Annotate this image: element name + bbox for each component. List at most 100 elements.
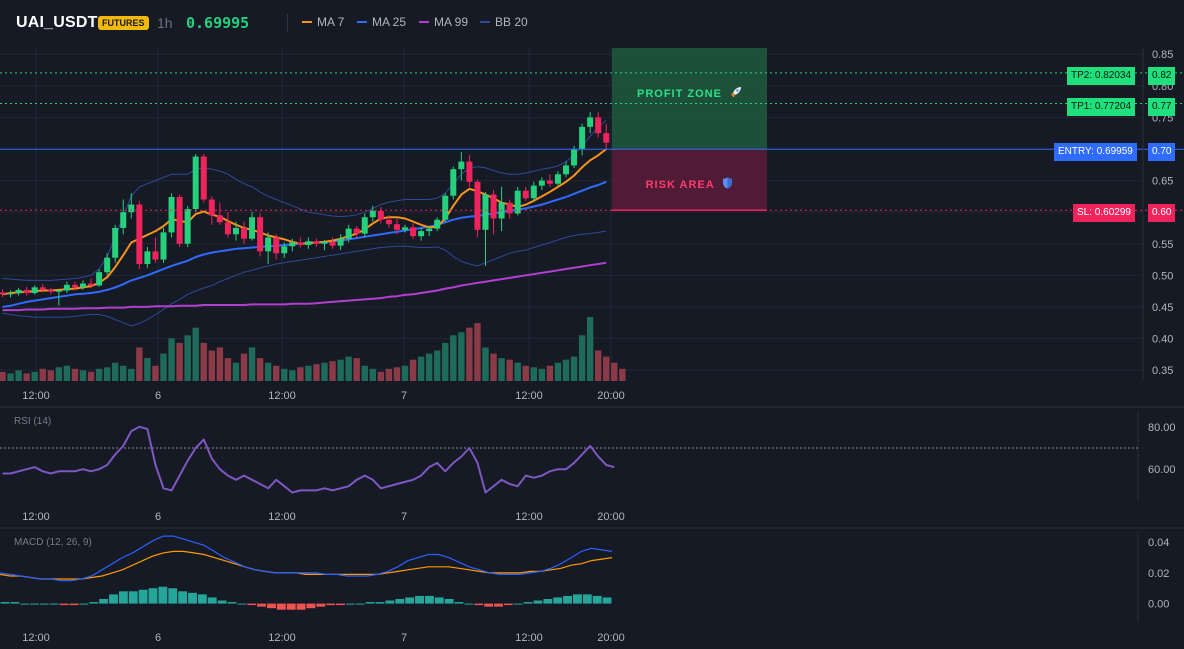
- candle-body: [530, 185, 537, 199]
- risk-area-text: RISK AREA: [645, 179, 715, 191]
- time-tick-label: 12:00: [515, 390, 543, 402]
- volume-bar: [71, 368, 79, 381]
- volume-bar: [514, 362, 521, 381]
- volume-bar: [103, 367, 111, 381]
- rsi-pane: 80.00 60.00: [0, 412, 1176, 501]
- tp1-label: TP1: 0.77204: [1067, 98, 1136, 116]
- macd-hist-bar: [503, 603, 513, 606]
- macd-hist-bar: [79, 603, 89, 605]
- macd-hist-bar: [99, 598, 109, 604]
- candle-body: [31, 287, 38, 294]
- volume-bar: [562, 359, 570, 381]
- macd-hist-bar: [178, 591, 188, 604]
- volume-bar: [176, 342, 183, 381]
- candle-body: [490, 194, 497, 219]
- candle-body: [571, 148, 578, 166]
- legend-ma7[interactable]: MA 7: [302, 15, 344, 29]
- legend-bb20[interactable]: BB 20: [480, 15, 528, 29]
- candle-body: [506, 202, 513, 214]
- volume-bar: [289, 370, 296, 381]
- candle-body: [144, 251, 151, 264]
- volume-bar: [248, 347, 256, 381]
- candle-body: [23, 289, 30, 294]
- macd-label: MACD (12, 26, 9): [14, 537, 92, 548]
- candle-body: [305, 241, 312, 246]
- volume-bar: [538, 368, 546, 381]
- macd-hist-bar: [405, 597, 415, 604]
- ma25-swatch: [357, 21, 367, 23]
- candle-body: [538, 180, 545, 186]
- candle-body: [546, 180, 553, 184]
- volume-bar: [482, 347, 489, 381]
- macd-signal-line: [0, 550, 613, 580]
- volume-bar: [305, 365, 312, 381]
- candle-body: [466, 161, 473, 182]
- volume-bar: [474, 323, 481, 381]
- volume-bar: [264, 362, 272, 381]
- candle-body: [321, 241, 328, 244]
- candle-body: [63, 284, 70, 291]
- rocket-icon: [730, 87, 742, 100]
- volume-bar: [224, 358, 232, 381]
- volume-bar: [345, 356, 352, 381]
- candle-body: [15, 289, 22, 294]
- candle-body: [200, 156, 207, 200]
- candle-body: [385, 219, 392, 225]
- volume-bar: [144, 358, 151, 381]
- candle-body: [241, 227, 247, 239]
- volume-bar: [192, 327, 199, 381]
- volume-bar: [120, 365, 127, 381]
- price-tick-label: 0.40: [1152, 334, 1173, 346]
- legend-ma25[interactable]: MA 25: [357, 15, 406, 29]
- macd-hist-bar: [296, 603, 306, 610]
- time-tick-label: 12:00: [515, 511, 543, 523]
- macd-hist-bar: [69, 603, 79, 606]
- candle-body: [216, 215, 223, 223]
- macd-hist-bar: [533, 600, 543, 604]
- bb20-swatch: [480, 21, 490, 23]
- price-tick-label: 0.50: [1152, 270, 1173, 282]
- volume-bar: [578, 335, 586, 381]
- volume-bar: [401, 365, 409, 381]
- timeframe-button[interactable]: 1h: [157, 15, 173, 31]
- macd-hist-bar: [118, 591, 128, 604]
- rsi-tick-label: 80.00: [1148, 422, 1176, 434]
- volume-bar: [281, 368, 288, 381]
- bb-upper-line: [2, 120, 607, 281]
- volume-bar: [200, 342, 207, 381]
- symbol-name[interactable]: UAI_USDT: [16, 14, 98, 31]
- bollinger-bands: [2, 120, 607, 327]
- volume-bar: [232, 362, 240, 381]
- candle-body: [361, 217, 368, 234]
- ma99-swatch: [419, 21, 429, 23]
- macd-hist-bar: [59, 603, 69, 606]
- macd-hist-bar: [454, 602, 464, 604]
- macd-hist-bar: [592, 595, 602, 604]
- macd-hist-bar: [257, 603, 267, 607]
- macd-hist-bar: [306, 603, 316, 609]
- candle-body: [377, 210, 384, 220]
- macd-hist-bar: [484, 603, 494, 607]
- macd-hist-bar: [197, 594, 207, 604]
- time-tick-label: 12:00: [22, 390, 50, 402]
- candle-body: [184, 209, 191, 244]
- macd-hist-bar: [217, 600, 227, 604]
- time-tick-label: 12:00: [22, 511, 50, 523]
- candle-body: [55, 290, 62, 292]
- legend-ma99[interactable]: MA 99: [419, 15, 468, 29]
- candle-body: [0, 292, 6, 295]
- macd-hist-bar: [148, 588, 158, 604]
- volume-bar: [39, 368, 46, 381]
- macd-hist-bar: [464, 603, 474, 605]
- volume-bar: [15, 370, 22, 381]
- macd-hist-bar: [582, 594, 592, 604]
- time-tick-label: 12:00: [515, 632, 543, 644]
- candle-body: [426, 228, 433, 232]
- bb-lower-line: [2, 230, 607, 327]
- candle-body: [120, 212, 127, 228]
- candle-body: [104, 257, 111, 273]
- volume-bar: [63, 365, 71, 381]
- volume-bar: [152, 365, 159, 381]
- candle-body: [176, 196, 183, 244]
